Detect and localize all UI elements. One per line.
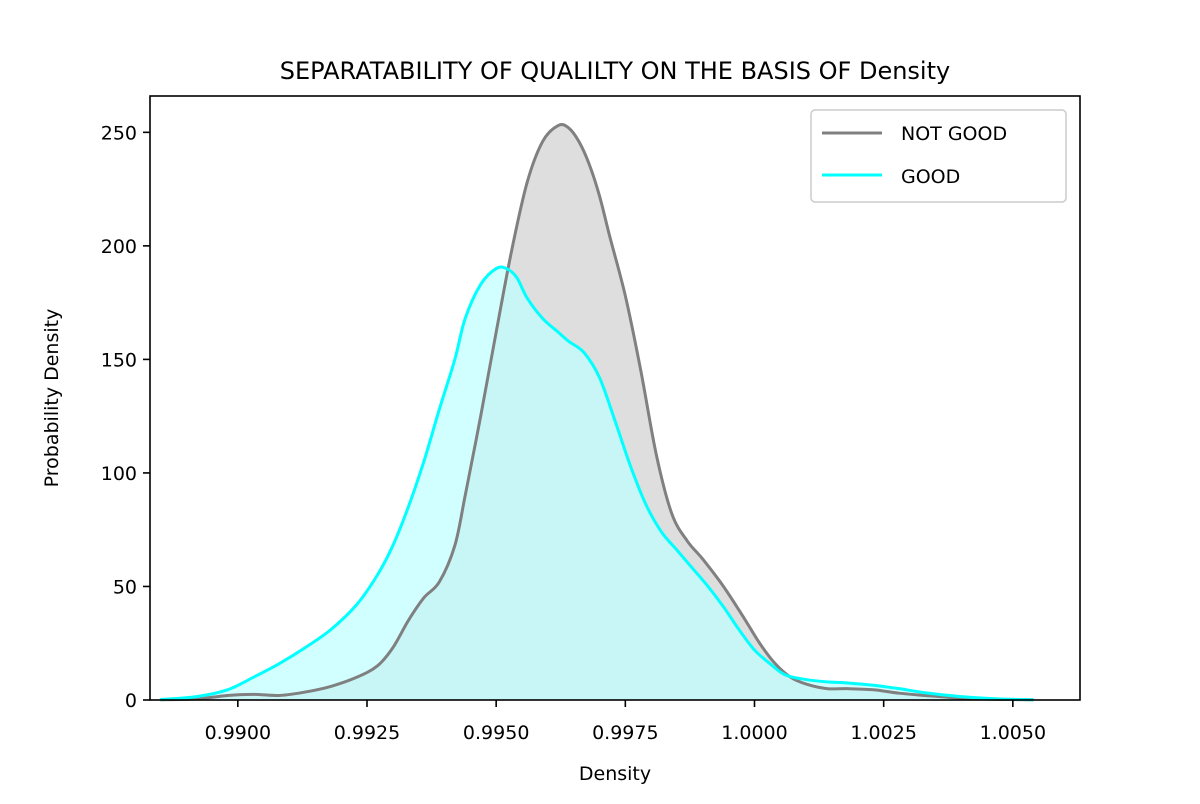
legend-label-not-good: NOT GOOD bbox=[901, 123, 1007, 145]
area-good bbox=[160, 266, 1034, 700]
x-axis-ticks: 0.9900 0.9925 0.9950 0.9975 1.0000 1.0025 1.00… bbox=[205, 700, 1046, 744]
x-tick-label: 1.0025 bbox=[850, 722, 916, 744]
x-tick-label: 0.9900 bbox=[205, 722, 271, 744]
y-axis-label: Probability Density bbox=[41, 309, 63, 488]
y-tick-label: 0 bbox=[125, 690, 137, 712]
x-tick-label: 1.0000 bbox=[721, 722, 787, 744]
line-not-good bbox=[160, 123, 1034, 702]
y-tick-label: 50 bbox=[113, 576, 137, 598]
x-axis-label: Density bbox=[579, 763, 651, 785]
chart-title: SEPARATABILITY OF QUALILTY ON THE BASIS … bbox=[280, 57, 950, 85]
x-tick-label: 1.0050 bbox=[980, 722, 1046, 744]
y-tick-label: 100 bbox=[101, 463, 137, 485]
series-areas bbox=[160, 124, 1034, 701]
legend-label-good: GOOD bbox=[901, 166, 960, 188]
x-tick-label: 0.9925 bbox=[334, 722, 400, 744]
legend: NOT GOOD GOOD bbox=[810, 109, 1067, 203]
y-axis-ticks: 0 50 100 150 200 250 bbox=[101, 122, 150, 712]
plot-frame bbox=[149, 95, 1081, 701]
series-lines bbox=[160, 123, 1034, 702]
y-tick-label: 150 bbox=[101, 349, 137, 371]
y-tick-label: 200 bbox=[101, 236, 137, 258]
y-tick-label: 250 bbox=[101, 122, 137, 144]
x-tick-label: 0.9975 bbox=[592, 722, 658, 744]
x-tick-label: 0.9950 bbox=[463, 722, 529, 744]
line-good bbox=[160, 265, 1034, 702]
